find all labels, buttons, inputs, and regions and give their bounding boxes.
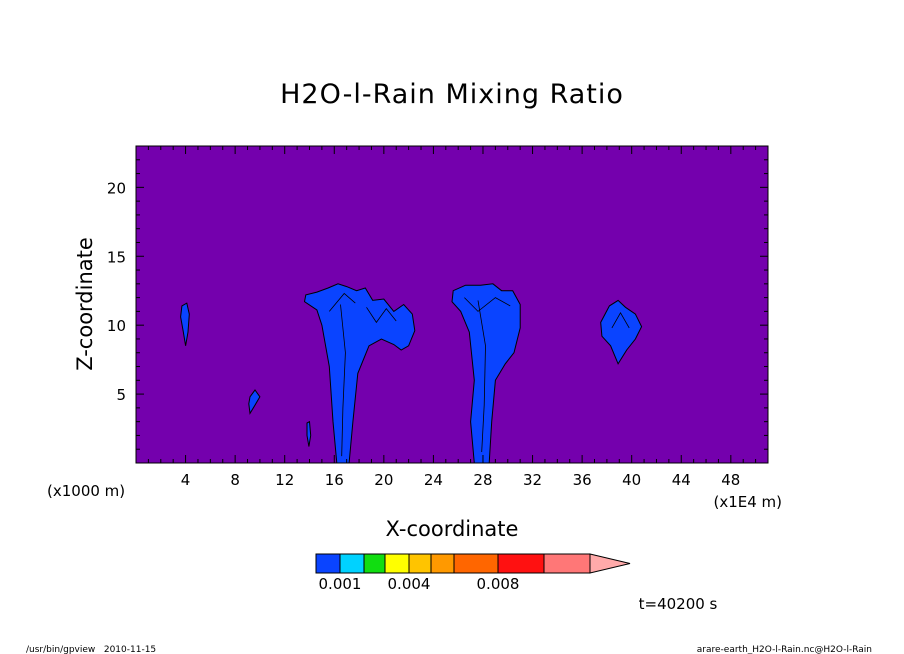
- x-tick-label: 16: [325, 471, 344, 489]
- x-tick-label: 20: [374, 471, 393, 489]
- colorbar-swatch: [453, 553, 499, 574]
- x-axis-label: X-coordinate: [386, 517, 519, 541]
- x-tick-label: 8: [230, 471, 240, 489]
- colorbar-swatch: [543, 553, 591, 574]
- colorbar-swatch: [430, 553, 455, 574]
- contour-line-0: [340, 304, 346, 457]
- y-tick-label: 20: [107, 179, 126, 197]
- y-axis-ticks: 5 10 15 20: [107, 159, 768, 450]
- x-tick-label: 48: [721, 471, 740, 489]
- colorbar-swatch: [384, 553, 410, 574]
- time-label: t=40200 s: [639, 595, 718, 613]
- colorbar-swatch: [497, 553, 545, 574]
- colorbar-tick-label: 0.008: [477, 575, 520, 593]
- y-tick-label: 5: [116, 386, 126, 404]
- y-tick-label: 10: [107, 317, 126, 335]
- x-tick-label: 32: [523, 471, 542, 489]
- contour-line-4: [464, 297, 511, 312]
- contour-storm-x26-31: [451, 283, 521, 464]
- x-tick-label: 4: [181, 471, 191, 489]
- colorbar-swatch: [339, 553, 365, 574]
- y-axis-label: Z-coordinate: [73, 237, 97, 371]
- colorbar-tick-label: 0.004: [388, 575, 431, 593]
- colorbar-tick-label: 0.001: [319, 575, 362, 593]
- contour-line-2: [366, 307, 397, 324]
- x-tick-label: 12: [275, 471, 294, 489]
- x-axis-ticks: 4 8 12 16 20 24 28 32 36 40 44 48: [147, 146, 757, 489]
- contour-line-5: [611, 311, 630, 329]
- contour-cell-x39: [600, 299, 643, 365]
- contour-storm-x16-22: [303, 283, 416, 464]
- contour-line-1: [328, 292, 356, 312]
- contour-cell-x9: [248, 389, 261, 415]
- footer-left: /usr/bin/gpview 2010-11-15: [26, 645, 156, 654]
- colorbar-extend-arrow: [589, 553, 631, 574]
- x-tick-label: 28: [473, 471, 492, 489]
- colorbar-swatch: [315, 553, 341, 574]
- colorbar-swatch: [363, 553, 386, 574]
- plot-frame: [135, 145, 769, 464]
- colorbar-swatch: [408, 553, 432, 574]
- y-tick-label: 15: [107, 248, 126, 266]
- footer-right: arare-earth_H2O-l-Rain.nc@H2O-l-Rain: [697, 645, 872, 654]
- contour-line-3: [477, 300, 486, 453]
- x-tick-label: 24: [424, 471, 443, 489]
- plot-background: [136, 146, 768, 463]
- rain-contours: [180, 283, 643, 464]
- x-tick-label: 36: [573, 471, 592, 489]
- x-unit-right: (x1E4 m): [713, 493, 782, 511]
- x-unit-left: (x1000 m): [47, 482, 125, 500]
- chart-title: H2O-l-Rain Mixing Ratio: [280, 79, 624, 110]
- x-tick-label: 44: [672, 471, 691, 489]
- x-tick-label: 40: [622, 471, 641, 489]
- colorbar: 0.001 0.004 0.008: [315, 553, 631, 593]
- contour-cell-x4: [180, 302, 190, 346]
- contour-cell-x14: [306, 420, 312, 447]
